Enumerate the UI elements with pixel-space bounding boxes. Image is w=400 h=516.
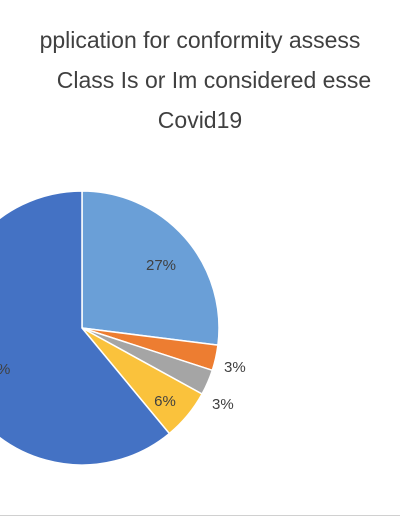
chart-title: pplication for conformity assess Class I…	[40, 27, 372, 133]
pie-label-3: 3%	[212, 396, 234, 413]
pie-label-5: %	[0, 361, 10, 378]
pie-slice-5	[0, 190, 171, 466]
chart-title-line-1: pplication for conformity assess	[40, 27, 361, 53]
pie-label-4: 6%	[154, 393, 176, 410]
chart-title-line-2: Class Is or Im considered esse	[57, 67, 371, 93]
pie-label-1: 27%	[146, 257, 176, 274]
pie-slices	[0, 190, 220, 466]
pie-slice-1	[81, 190, 220, 347]
chart-title-line-3: Covid19	[158, 107, 242, 133]
pie-labels: 27% 3% 3% 6%%	[0, 257, 246, 413]
pie-label-2: 3%	[224, 359, 246, 376]
